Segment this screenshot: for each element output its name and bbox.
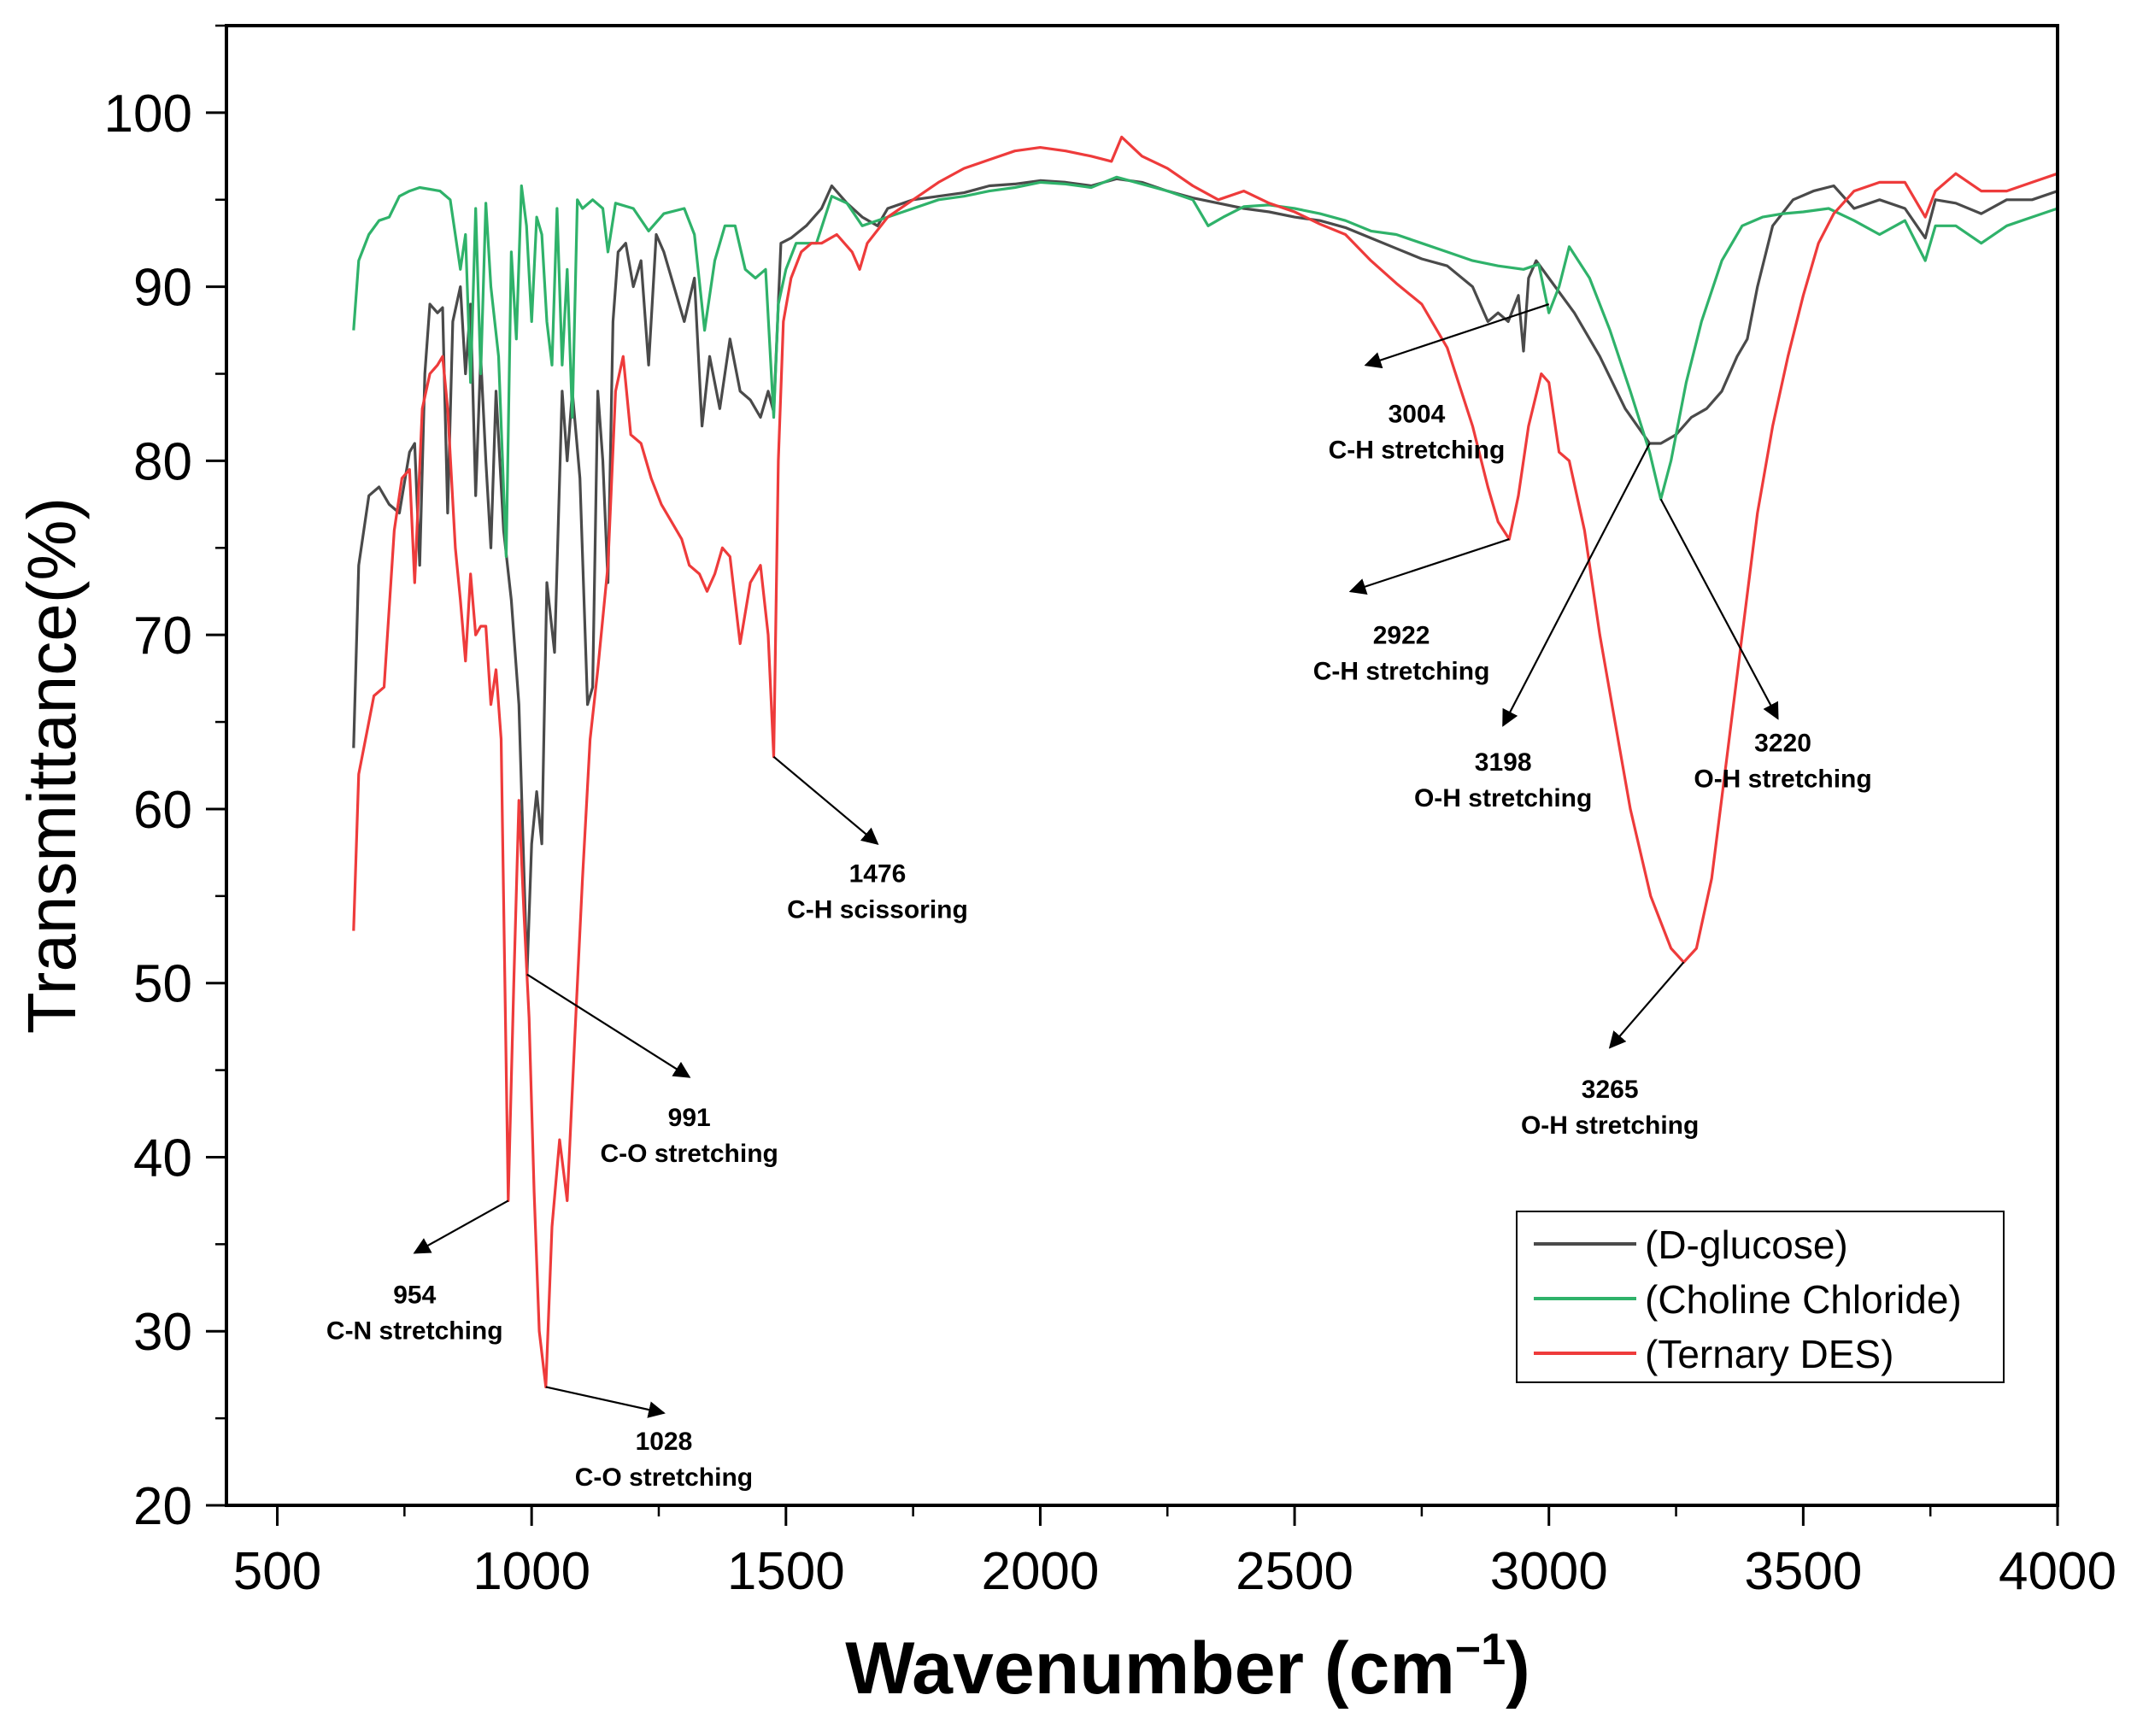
annotation-arrow-991 bbox=[526, 973, 691, 1078]
annotation-value-1476: 1476 bbox=[849, 860, 907, 889]
annotation-value-991: 991 bbox=[668, 1104, 711, 1132]
y-tick-label: 60 bbox=[133, 781, 192, 840]
annotation-value-1028: 1028 bbox=[636, 1428, 693, 1456]
annotation-desc-954: C-N stretching bbox=[326, 1317, 503, 1346]
annotation-arrow-2922 bbox=[1348, 538, 1510, 595]
x-tick-label: 500 bbox=[233, 1542, 321, 1601]
x-tick-label: 3000 bbox=[1490, 1542, 1608, 1601]
legend: (D-glucose) (Choline Chloride) (Ternary DE… bbox=[1516, 1211, 2005, 1383]
annotation-arrow-1476 bbox=[772, 755, 879, 845]
legend-label: (Choline Chloride) bbox=[1645, 1277, 1962, 1322]
annotation-value-3220: 3220 bbox=[1754, 730, 1811, 758]
annotation-value-3198: 3198 bbox=[1475, 748, 1532, 777]
plot-frame bbox=[225, 24, 2059, 1507]
annotation-value-954: 954 bbox=[393, 1281, 436, 1310]
annotation-desc-2922: C-H stretching bbox=[1313, 657, 1490, 685]
annotation-value-3004: 3004 bbox=[1389, 401, 1446, 429]
annotation-arrow-1028 bbox=[545, 1386, 666, 1418]
x-tick-label: 4000 bbox=[1999, 1542, 2117, 1601]
y-axis-label: Transmittance(%) bbox=[14, 497, 90, 1034]
x-tick-label: 1500 bbox=[727, 1542, 845, 1601]
series-line-choline-chloride bbox=[352, 175, 2058, 559]
annotation-value-2922: 2922 bbox=[1373, 621, 1430, 649]
legend-label: (D-glucose) bbox=[1645, 1223, 1848, 1267]
annotation-desc-1476: C-H scissoring bbox=[787, 896, 968, 924]
legend-items: (D-glucose) (Choline Chloride) (Ternary DE… bbox=[1534, 1223, 1962, 1376]
annotation-value-3265: 3265 bbox=[1582, 1076, 1639, 1104]
axis-layer: 500 1000 1500 2000 2500 3000 3500 4000 20 30 40 50 6… bbox=[104, 24, 2117, 1601]
x-tick-label: 1000 bbox=[473, 1542, 590, 1601]
y-tick-label: 80 bbox=[133, 432, 192, 491]
annotation-layer: 3004 C-H stretching 2922 C-H stretching 3198… bbox=[326, 302, 1872, 1492]
annotation-desc-3004: C-H stretching bbox=[1329, 437, 1506, 465]
y-tick-label: 100 bbox=[104, 85, 192, 144]
annotation-desc-3265: O-H stretching bbox=[1521, 1111, 1699, 1140]
series-layer bbox=[352, 135, 2058, 1388]
y-tick-label: 40 bbox=[133, 1129, 192, 1188]
y-tick-label: 50 bbox=[133, 955, 192, 1014]
annotation-arrow-3265 bbox=[1608, 961, 1685, 1049]
annotation-arrow-3198 bbox=[1502, 443, 1651, 727]
annotation-desc-3220: O-H stretching bbox=[1694, 765, 1871, 794]
y-tick-label: 30 bbox=[133, 1303, 192, 1362]
annotation-arrow-954 bbox=[413, 1199, 509, 1254]
annotation-desc-1028: C-O stretching bbox=[575, 1463, 753, 1492]
series-line-ternary-des bbox=[352, 135, 2058, 1388]
x-tick-label: 2000 bbox=[981, 1542, 1099, 1601]
y-tick-label: 90 bbox=[133, 259, 192, 318]
y-tick-label: 70 bbox=[133, 607, 192, 666]
legend-label: (Ternary DES) bbox=[1645, 1332, 1893, 1376]
x-tick-label: 3500 bbox=[1744, 1542, 1862, 1601]
x-axis-label: Wavenumber (cm−1) bbox=[845, 1625, 1530, 1710]
x-tick-label: 2500 bbox=[1236, 1542, 1353, 1601]
annotation-arrow-3004 bbox=[1364, 302, 1550, 369]
annotation-desc-991: C-O stretching bbox=[601, 1140, 778, 1168]
series-line-d-glucose bbox=[352, 177, 2058, 976]
y-tick-label: 20 bbox=[133, 1477, 192, 1536]
annotation-arrow-3220 bbox=[1659, 498, 1779, 720]
annotation-desc-3198: O-H stretching bbox=[1414, 784, 1592, 812]
